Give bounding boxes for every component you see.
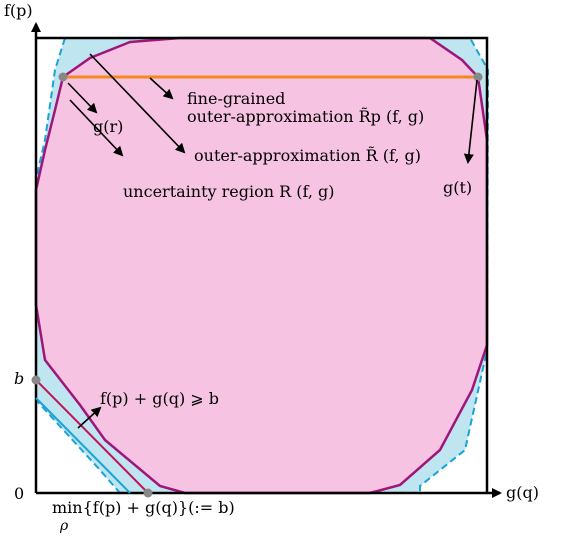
min-subscript: ρ: [59, 518, 69, 534]
arrow-outer-approx: [89, 53, 186, 154]
point-r: [58, 72, 68, 82]
fine-grained-label-line2: outer-approximation R̃p (f, g): [187, 107, 424, 126]
x-axis-label: g(q): [506, 483, 539, 502]
arrow-inequality: [77, 406, 102, 429]
constraint-line-blue: [35, 397, 131, 494]
bounding-box: [36, 36, 489, 493]
y-axis-label: f(p): [4, 1, 33, 20]
constraint-line-red: [35, 379, 149, 494]
point-b: [31, 375, 41, 385]
fine-grained-label-line1: fine-grained: [187, 89, 285, 108]
arrow-uncertainty: [69, 99, 124, 157]
point-t: [473, 72, 483, 82]
arrow-to-r: [67, 82, 98, 114]
min-label: min{f(p) + g(q)}(:= b): [52, 498, 235, 517]
point-min: [143, 488, 153, 498]
arrow-to-t: [463, 79, 478, 164]
b-label: b: [14, 369, 24, 388]
outer-approx-label: outer-approximation R̃ (f, g): [194, 146, 421, 165]
uncertainty-region-label: uncertainty region R (f, g): [123, 182, 335, 201]
arrow-fine-grained: [149, 77, 174, 100]
point-t-label: g(t): [443, 178, 472, 197]
origin-label: 0: [14, 484, 24, 503]
point-r-label: g(r): [93, 117, 123, 136]
inequality-label: f(p) + g(q) ⩾ b: [100, 389, 219, 408]
